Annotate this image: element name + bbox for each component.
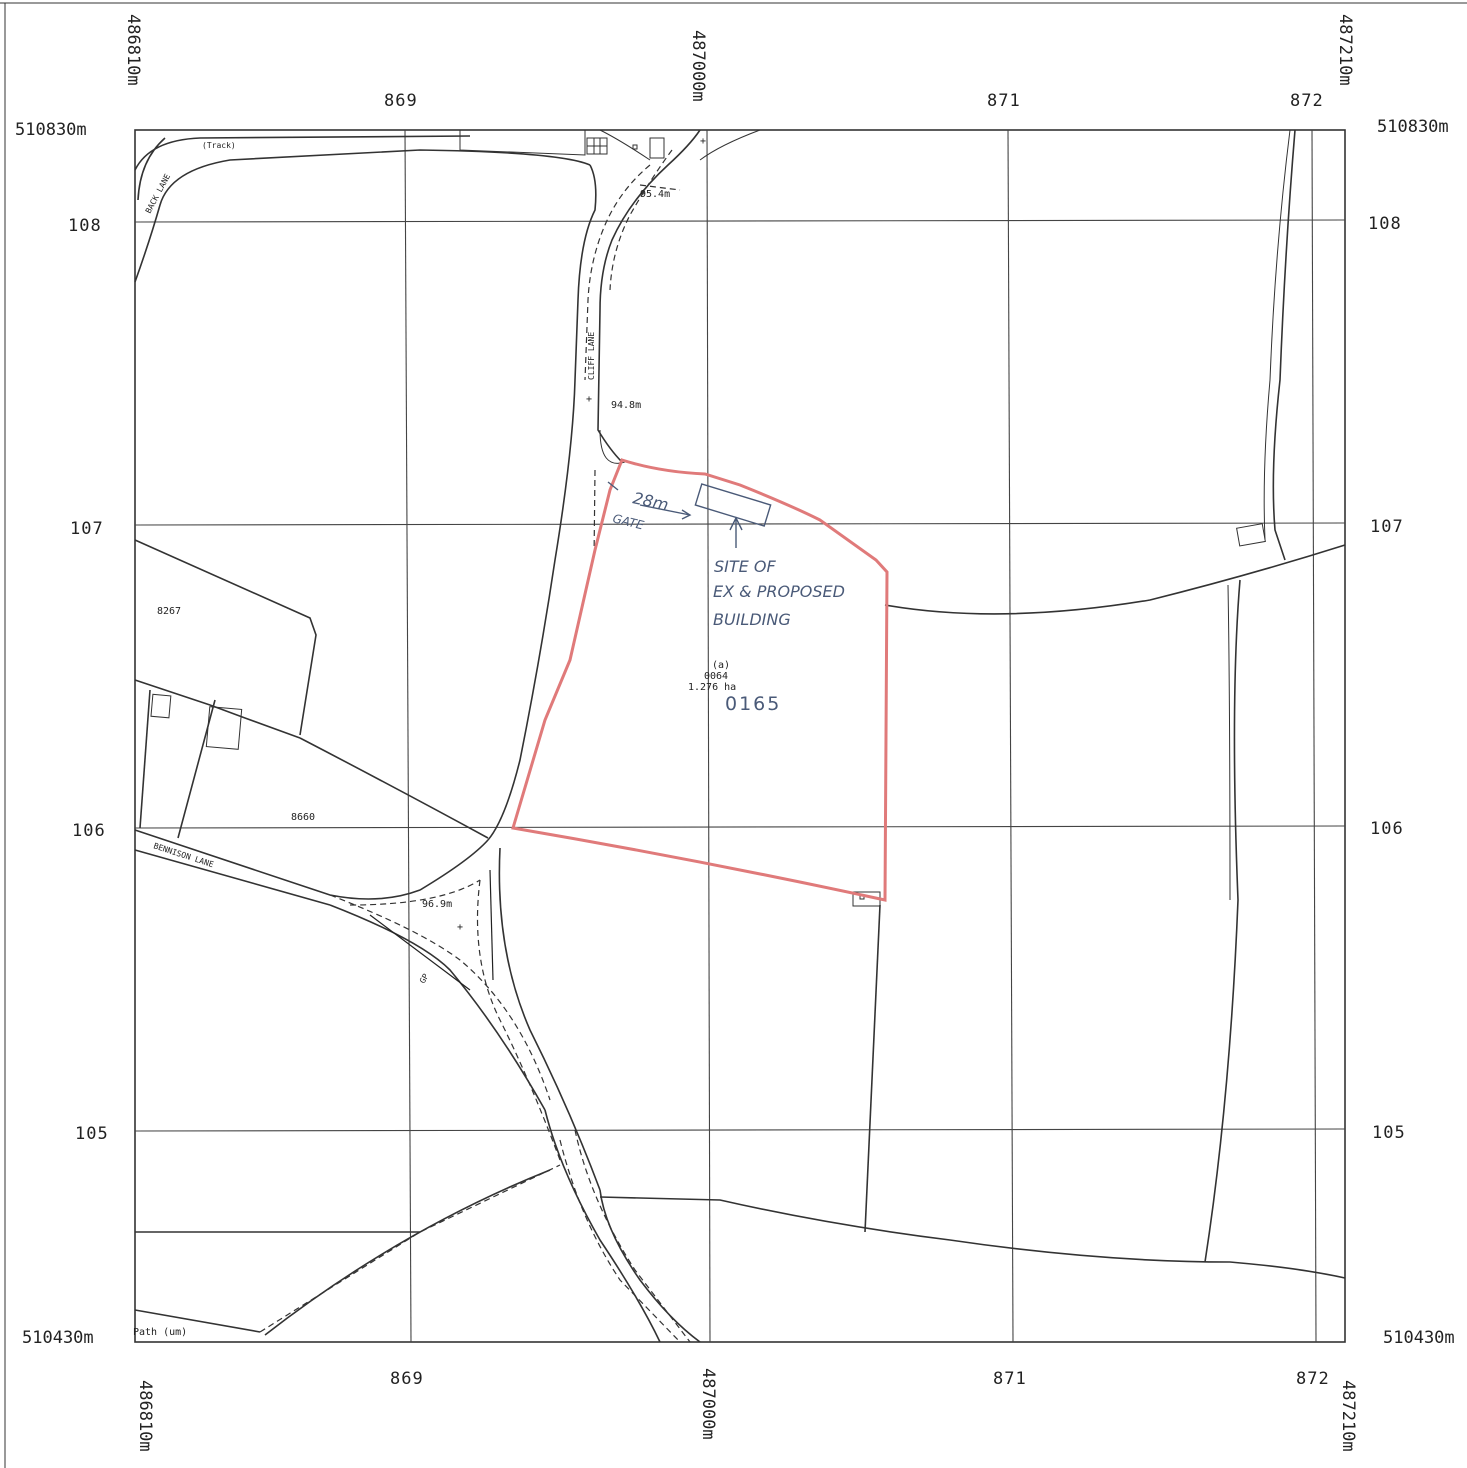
cliff-lane-label: CLIFF LANE <box>587 332 596 380</box>
northing-label-108-left: 108 <box>68 216 102 236</box>
easting-label-872-top: 872 <box>1290 91 1324 111</box>
benchmark-cross-3: + <box>457 922 463 933</box>
parcel-8267-label: 8267 <box>157 606 181 617</box>
gp-label: GP <box>418 972 431 985</box>
benchmark-cross-1: + <box>586 394 592 405</box>
path-label: Path (um) <box>133 1327 187 1338</box>
annotation-handwritten-number: 0165 <box>725 693 781 715</box>
top-buildings <box>459 130 665 159</box>
benchmark-cross-2: + <box>700 136 706 147</box>
site-boundary <box>511 458 889 902</box>
easting-label-871-bottom: 871 <box>993 1369 1027 1389</box>
grid-lines <box>134 129 1346 1343</box>
site-parcel-number: 0064 <box>704 671 728 682</box>
parcel-8660-label: 8660 <box>291 812 315 823</box>
site-area-label: 1.276 ha <box>688 682 736 693</box>
corner-northing-top-right: 510830m <box>1377 117 1449 137</box>
easting-label-871-top: 871 <box>987 91 1021 111</box>
easting-label-869-bottom: 869 <box>390 1369 424 1389</box>
northing-label-106-left: 106 <box>72 821 106 841</box>
easting-label-872-bottom: 872 <box>1296 1369 1330 1389</box>
bennison-lane <box>134 829 601 1191</box>
spot-height-96-9: 96.9m <box>422 899 452 910</box>
embankment-hatching <box>369 869 494 991</box>
corner-easting-bottom-left: 486810m <box>135 1380 155 1452</box>
northing-label-105-right: 105 <box>1372 1123 1406 1143</box>
northing-label-105-left: 105 <box>75 1124 109 1144</box>
parcel-8267-boundaries <box>134 539 489 839</box>
northing-label-107-right: 107 <box>1370 517 1404 537</box>
annotation-distance: 28m <box>631 488 670 514</box>
corner-easting-bottom-centre: 487000m <box>698 1368 718 1440</box>
cliff-lane-road <box>487 129 761 841</box>
northing-label-106-right: 106 <box>1370 819 1404 839</box>
cliff-lane-dashes <box>584 149 681 381</box>
track-label: (Track) <box>202 141 236 150</box>
spot-height-95-4: 95.4m <box>640 189 670 200</box>
corner-northing-bottom-left: 510430m <box>22 1328 94 1348</box>
back-lane <box>134 135 591 283</box>
corner-easting-top-left: 486810m <box>123 14 143 86</box>
back-lane-label: BACK LANE <box>144 172 172 215</box>
annotation-site-line3: BUILDING <box>713 610 791 629</box>
northing-label-107-left: 107 <box>70 519 104 539</box>
south-road <box>544 1109 701 1343</box>
northing-label-108-right: 108 <box>1368 214 1402 234</box>
easting-label-869-top: 869 <box>384 91 418 111</box>
field-boundaries <box>599 129 1346 1279</box>
corner-northing-bottom-right: 510430m <box>1383 1328 1455 1348</box>
corner-easting-top-right: 487210m <box>1335 14 1355 86</box>
annotation-site-line1: SITE OF <box>714 557 776 576</box>
corner-northing-top-left: 510830m <box>15 120 87 140</box>
corner-easting-top-centre: 487000m <box>688 30 708 102</box>
annotation-site-line2: EX & PROPOSED <box>713 582 845 601</box>
map-border <box>134 129 1346 1343</box>
corner-easting-bottom-right: 487210m <box>1338 1380 1358 1452</box>
site-ref-label: (a) <box>712 660 730 671</box>
annotation-gate: GATE <box>611 511 645 532</box>
southwest-boundaries <box>134 1164 561 1336</box>
spot-height-94-8: 94.8m <box>611 400 641 411</box>
proposed-building-outline <box>694 483 772 527</box>
